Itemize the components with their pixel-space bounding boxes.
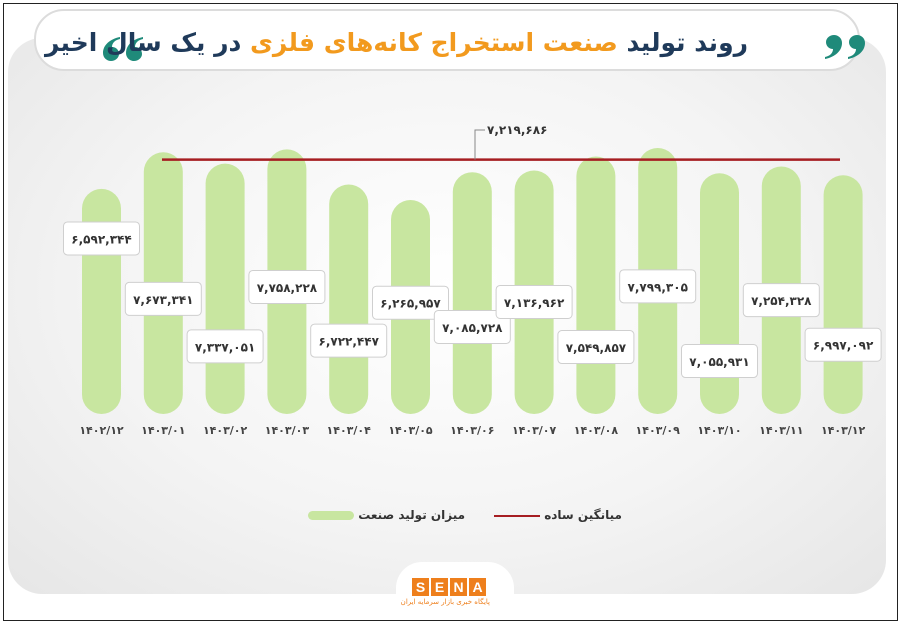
legend-production: میزان تولید صنعت [300,508,465,522]
x-tick-label: ۱۴۰۳/۱۰ [697,424,741,437]
logo-letter: S [412,578,429,596]
bar [205,163,245,414]
logo-letter: A [469,578,486,596]
x-tick-label: ۱۴۰۳/۱۲ [821,424,866,437]
average-leader-line [474,129,485,160]
bar [576,156,616,414]
x-tick-label: ۱۴۰۳/۰۳ [265,424,310,437]
data-label-box [433,309,511,344]
chart-title: روند تولید صنعت استخراج کانه‌های فلزی در… [45,28,748,57]
data-label-box [372,285,449,320]
legend-average-label: میانگین ساده [544,508,622,522]
logo-letter: E [431,578,448,596]
data-label: ۷,۳۳۷,۰۵۱ [195,340,255,354]
data-label: ۶,۷۲۲,۴۴۷ [319,335,380,349]
x-tick-label: ۱۴۰۳/۰۸ [574,424,619,437]
bar [329,184,369,414]
title-highlight: صنعت استخراج کانه‌های فلزی [250,28,618,57]
data-label-box [681,344,758,379]
data-label-box [557,330,635,365]
title-banner: روند تولید صنعت استخراج کانه‌های فلزی در… [34,9,865,71]
legend-average-swatch [494,514,540,517]
x-tick-label: ۱۴۰۳/۰۶ [450,424,494,437]
data-label-box [619,269,697,304]
x-tick-label: ۱۴۰۳/۰۱ [141,424,185,437]
data-label-box [124,281,202,316]
title-part-2: در یک سال اخیر [44,28,251,57]
x-tick-label: ۱۴۰۳/۰۷ [512,424,557,437]
data-label: ۶,۹۹۷,۰۹۲ [813,339,874,353]
x-tick-label: ۱۴۰۳/۱۱ [759,424,803,437]
data-label: ۷,۰۸۵,۷۲۸ [442,321,503,335]
x-tick-label: ۱۴۰۳/۰۵ [388,424,433,437]
data-label-box [248,269,326,304]
data-label: ۷,۱۳۶,۹۶۲ [504,296,565,310]
data-label: ۷,۶۷۳,۳۴۱ [133,293,193,307]
data-label-box [495,284,573,319]
data-label: ۷,۷۹۹,۳۰۵ [628,280,688,294]
title-part-1: روند تولید [617,28,748,57]
x-tick-label: ۱۴۰۳/۰۹ [636,424,681,437]
legend-production-swatch [308,511,354,520]
data-label-box [804,327,882,362]
data-label: ۷,۰۵۵,۹۳۱ [689,355,749,369]
bar [823,175,863,414]
data-label-box [63,221,140,256]
logo-tagline: پایگاه خبری بازار سرمایه ایران [400,598,490,606]
data-label: ۷,۷۵۸,۲۲۸ [257,281,318,295]
x-tick-label: ۱۴۰۳/۰۲ [203,424,248,437]
x-tick-label: ۱۴۰۲/۱۲ [79,424,124,437]
legend-average: میانگین ساده [486,508,622,522]
data-label: ۷,۲۵۴,۳۲۸ [751,294,812,308]
data-label-box [742,283,820,318]
sena-logo: S E N A [412,578,486,596]
average-label: ۷,۲۱۹,۶۸۶ [487,123,547,137]
quote-close-icon [825,35,865,59]
data-label: ۷,۵۴۹,۸۵۷ [566,341,627,355]
data-label: ۶,۲۶۵,۹۵۷ [380,297,441,311]
logo-letter: N [450,578,467,596]
data-label: ۶,۵۹۲,۳۴۴ [71,232,131,246]
quote-open-icon [103,37,143,61]
data-label-box [310,323,388,358]
legend-production-label: میزان تولید صنعت [358,508,466,522]
data-label-box [186,329,264,364]
bar [452,172,492,414]
x-tick-label: ۱۴۰۳/۰۴ [327,424,372,437]
